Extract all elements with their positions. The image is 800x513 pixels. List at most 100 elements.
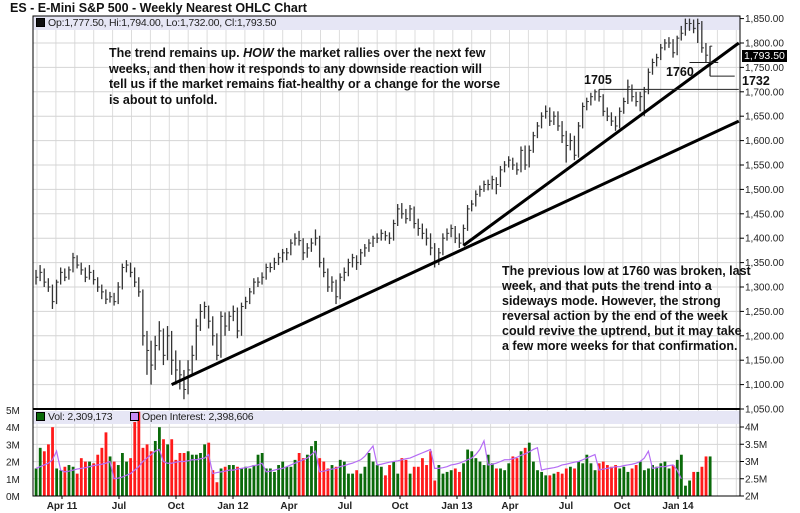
volume-bar [408, 473, 412, 496]
volume-bar [684, 485, 687, 496]
volume-bar [663, 461, 667, 496]
volume-bar [548, 475, 552, 496]
y-tick-label: 1,500.00 [745, 185, 784, 196]
volume-bar [47, 444, 50, 496]
volume-bar [92, 463, 96, 496]
volume-bar [264, 468, 268, 496]
volume-bar [379, 466, 383, 496]
volume-bar [655, 466, 659, 496]
volume-bar [581, 463, 585, 496]
oi-y-tick-label: 2.5M [745, 474, 767, 485]
volume-bar [585, 454, 589, 496]
volume-bar [610, 466, 613, 496]
oi-legend: Open Interest: 2,398,606 [130, 411, 254, 423]
volume-bar [597, 463, 601, 496]
volume-bar [651, 465, 654, 496]
volume-bar [38, 447, 42, 496]
volume-legend: Vol: 2,309,173 [36, 411, 113, 423]
volume-bar [449, 470, 453, 496]
volume-bar [186, 451, 190, 496]
price-legend-swatch [36, 18, 45, 27]
y-tick-label: 1,400.00 [745, 234, 784, 245]
volume-bar [474, 458, 478, 496]
volume-bar [268, 468, 272, 496]
bottom-annotation: The previous low at 1760 was broken, las… [502, 264, 751, 353]
x-tick-label: Jul [559, 501, 574, 512]
y-tick-label: 1,550.00 [745, 161, 784, 172]
volume-bar [141, 447, 145, 496]
volume-bar [84, 461, 87, 496]
volume-bar [55, 468, 59, 496]
volume-bar [182, 453, 186, 496]
volume-bar [293, 459, 297, 496]
level-label-1705: 1705 [584, 73, 612, 87]
volume-bar [532, 461, 535, 496]
volume-legend-band [33, 411, 740, 424]
volume-bar [445, 471, 449, 496]
volume-bar [137, 411, 141, 496]
volume-bar [104, 432, 108, 496]
volume-bar [67, 465, 71, 496]
volume-bar [153, 440, 157, 496]
volume-legend-swatch [36, 412, 45, 421]
last-price-badge: 1,793.50 [742, 50, 787, 62]
volume-bar [573, 468, 576, 496]
volume-bar [577, 461, 581, 496]
volume-bar [486, 454, 490, 496]
volume-bar [256, 454, 260, 496]
volume-bar [121, 453, 124, 496]
volume-bar [659, 463, 663, 496]
volume-bar [482, 465, 486, 496]
volume-bar [692, 471, 696, 496]
volume-bar [490, 463, 494, 496]
y-tick-label: 1,800.00 [745, 39, 784, 50]
top-annotation-text-1: The trend remains up. [109, 46, 244, 60]
price-legend: Op:1,777.50, Hi:1,794.00, Lo:1,732.00, C… [36, 17, 276, 29]
y-tick-label: 1,600.00 [745, 136, 784, 147]
volume-bar [34, 468, 38, 496]
volume-bar [392, 461, 396, 496]
volume-bar [375, 465, 379, 496]
volume-bar [231, 465, 235, 496]
open-interest-series [35, 438, 682, 480]
volume-bar [527, 442, 531, 496]
volume-bar [605, 465, 609, 496]
volume-bar [622, 466, 626, 496]
volume-bar [129, 458, 133, 496]
volume-bar [523, 447, 527, 496]
volume-bar [227, 465, 231, 496]
volume-bar [359, 473, 363, 496]
volume-bar [536, 470, 539, 496]
volume-bars [34, 411, 712, 496]
volume-bar [540, 471, 544, 496]
volume-bar [453, 468, 457, 496]
volume-bar [334, 466, 338, 496]
volume-bar [425, 465, 428, 496]
volume-bar [108, 456, 112, 496]
volume-bar [412, 466, 416, 496]
volume-bar [704, 456, 708, 496]
volume-bar [273, 471, 276, 496]
volume-bar [593, 470, 597, 496]
volume-y-tick-label: 3M [6, 440, 20, 451]
volume-bar [458, 471, 461, 496]
x-tick-label: Oct [392, 501, 409, 512]
volume-bar [162, 439, 165, 496]
volume-bar [675, 459, 679, 496]
volume-bar [679, 454, 683, 496]
volume-bar [614, 465, 618, 496]
volume-bar [355, 470, 359, 496]
volume-bar [178, 453, 182, 496]
trendline [170, 119, 740, 386]
volume-bar [433, 480, 437, 496]
price-legend-band [33, 16, 740, 30]
x-tick-label: Apr [501, 501, 518, 512]
volume-bar [441, 473, 445, 496]
volume-bar [466, 449, 470, 496]
level-label-1760: 1760 [666, 65, 694, 79]
volume-bar [363, 466, 367, 496]
y-tick-label: 1,200.00 [745, 331, 784, 342]
volume-bar [166, 444, 170, 496]
y-tick-label: 1,450.00 [745, 209, 784, 220]
axes: 1,850.00 1,800.00 1,750.00 1,700.00 1,650.00… [6, 14, 784, 512]
